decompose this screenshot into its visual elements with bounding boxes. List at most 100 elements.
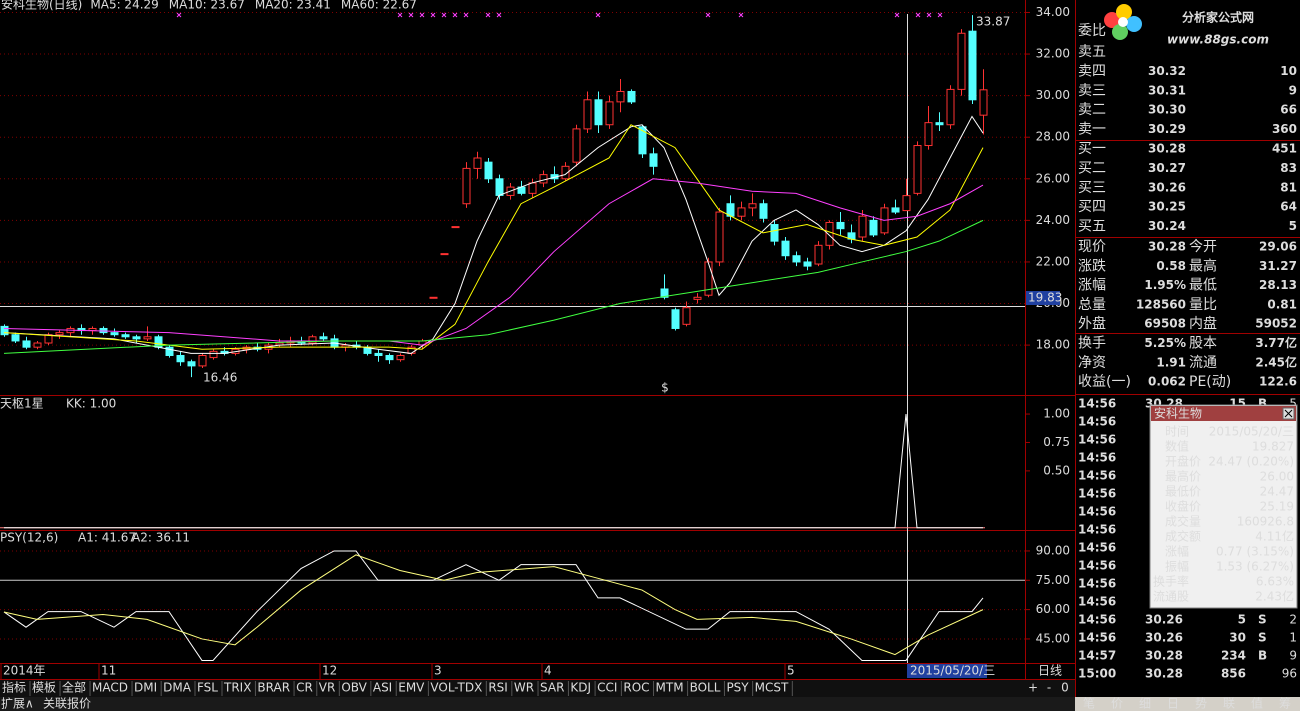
- signal-marker: $: [661, 381, 669, 395]
- indicator-tab[interactable]: 全部: [62, 680, 86, 695]
- indicator-tab[interactable]: BRAR: [257, 681, 290, 695]
- indicator-tab[interactable]: BOLL: [690, 681, 721, 695]
- bottom-tab[interactable]: 关联报价: [43, 696, 91, 711]
- stat-label: 量比: [1189, 297, 1217, 313]
- trade-side: B: [1258, 649, 1267, 663]
- indicator-tab[interactable]: SAR: [540, 681, 564, 695]
- indicator-tab[interactable]: TRIX: [223, 681, 251, 695]
- stat-label: 今开: [1189, 239, 1217, 255]
- order-label: 卖四: [1078, 63, 1106, 79]
- indicator-tab[interactable]: FSL: [197, 681, 218, 695]
- candle-body: [451, 226, 460, 229]
- popup-value: 2.43亿: [1255, 589, 1294, 604]
- indicator-tab[interactable]: RSI: [488, 681, 508, 695]
- candle-body: [484, 161, 493, 180]
- indicator-name: PSY(12,6): [0, 531, 58, 545]
- candle-body: [715, 211, 724, 263]
- indicator-tab[interactable]: MTM: [656, 681, 684, 695]
- stat-value: 3.77亿: [1255, 335, 1297, 350]
- side-tab[interactable]: 联: [1223, 697, 1235, 711]
- candle-body: [385, 355, 394, 361]
- indicator-tab[interactable]: VOL-TDX: [430, 681, 482, 695]
- stat-label: 最低: [1189, 278, 1217, 294]
- zoom-button[interactable]: -: [1047, 681, 1051, 695]
- bottom-tab[interactable]: 扩展∧: [1, 697, 34, 711]
- stat-label: 总量: [1078, 297, 1106, 313]
- candle-body: [737, 207, 746, 217]
- indicator-tab[interactable]: ROC: [623, 681, 649, 695]
- cursor-value-box: [1026, 291, 1060, 305]
- popup-title: 安科生物: [1154, 406, 1202, 421]
- candle-body: [583, 99, 592, 130]
- stat-value: 31.27: [1259, 259, 1297, 273]
- signal-cross: [441, 12, 447, 18]
- popup-label: 成交额: [1165, 529, 1201, 544]
- candle-body: [143, 336, 152, 340]
- candle-body: [22, 340, 31, 348]
- candle-body: [748, 203, 757, 209]
- order-price: 30.31: [1148, 83, 1186, 97]
- candle-body: [198, 355, 207, 367]
- candle-body: [869, 219, 878, 236]
- indicator-tab[interactable]: KDJ: [570, 681, 591, 695]
- stat-label: 涨跌: [1078, 258, 1106, 274]
- stat-value: 28.13: [1259, 278, 1297, 292]
- order-qty: 66: [1280, 103, 1297, 117]
- stat-label: 内盘: [1189, 315, 1217, 332]
- zoom-button[interactable]: +: [1028, 681, 1038, 695]
- order-price: 30.29: [1148, 122, 1186, 136]
- stat-label: 换手: [1078, 335, 1106, 352]
- zoom-button[interactable]: 0: [1061, 681, 1069, 695]
- popup-label: 最低价: [1165, 485, 1201, 499]
- indicator-tab[interactable]: PSY: [726, 681, 749, 695]
- candle-body: [495, 178, 504, 196]
- trade-side: S: [1258, 631, 1267, 645]
- y-tick-label: 18.00: [1036, 338, 1070, 352]
- ma-legend: MA60: 22.67: [341, 0, 417, 12]
- ma-legend: MA20: 23.41: [255, 0, 331, 12]
- candle-body: [803, 261, 812, 267]
- signal-cross: [485, 12, 491, 18]
- candle-body: [902, 195, 911, 212]
- indicator-tab[interactable]: EMV: [398, 681, 425, 695]
- order-qty: 83: [1280, 161, 1297, 175]
- side-tab[interactable]: 价: [1111, 697, 1123, 711]
- indicator-tab[interactable]: CCI: [597, 681, 617, 695]
- side-tab[interactable]: 笔: [1083, 696, 1095, 711]
- indicator-tab[interactable]: 指标: [2, 680, 26, 695]
- side-tab[interactable]: 日: [1167, 697, 1179, 711]
- candle-body: [11, 334, 20, 342]
- indicator-tab[interactable]: WR: [514, 681, 534, 695]
- indicator-tab[interactable]: CR: [296, 681, 313, 695]
- trade-time: 14:56: [1078, 577, 1116, 591]
- signal-cross: [595, 12, 601, 18]
- indicator-tab[interactable]: 模板: [32, 681, 56, 695]
- indicator-tab[interactable]: MCST: [755, 681, 789, 695]
- logo-petal: [1112, 24, 1128, 40]
- indicator-tab[interactable]: DMI: [134, 681, 157, 695]
- y-tick-label: 1.00: [1043, 407, 1070, 421]
- y-tick-label: 30.00: [1036, 88, 1070, 102]
- candle-body: [165, 346, 174, 356]
- date-label: 11: [101, 664, 116, 678]
- y-tick-label: 0.50: [1043, 463, 1070, 477]
- indicator-tab[interactable]: DMA: [163, 681, 192, 695]
- side-tab[interactable]: 细: [1139, 697, 1151, 711]
- indicator-tab[interactable]: VR: [319, 681, 336, 695]
- candle-body: [946, 88, 955, 126]
- candle-body: [561, 165, 570, 180]
- indicator-tab[interactable]: MACD: [92, 681, 128, 695]
- side-tab[interactable]: 值: [1251, 696, 1263, 711]
- trade-volume: 30: [1229, 631, 1246, 645]
- indicator-tab[interactable]: ASI: [373, 681, 392, 695]
- trade-side: B: [1258, 397, 1267, 411]
- indicator-tab[interactable]: OBV: [341, 681, 367, 695]
- signal-cross: [915, 12, 921, 18]
- stat-label: 收益(一): [1078, 374, 1131, 390]
- candle-body: [957, 32, 966, 90]
- side-tab[interactable]: 筹: [1279, 697, 1291, 711]
- side-tab[interactable]: 势: [1195, 697, 1207, 711]
- popup-label: 开盘价: [1165, 454, 1201, 469]
- stat-label: 净资: [1078, 355, 1106, 371]
